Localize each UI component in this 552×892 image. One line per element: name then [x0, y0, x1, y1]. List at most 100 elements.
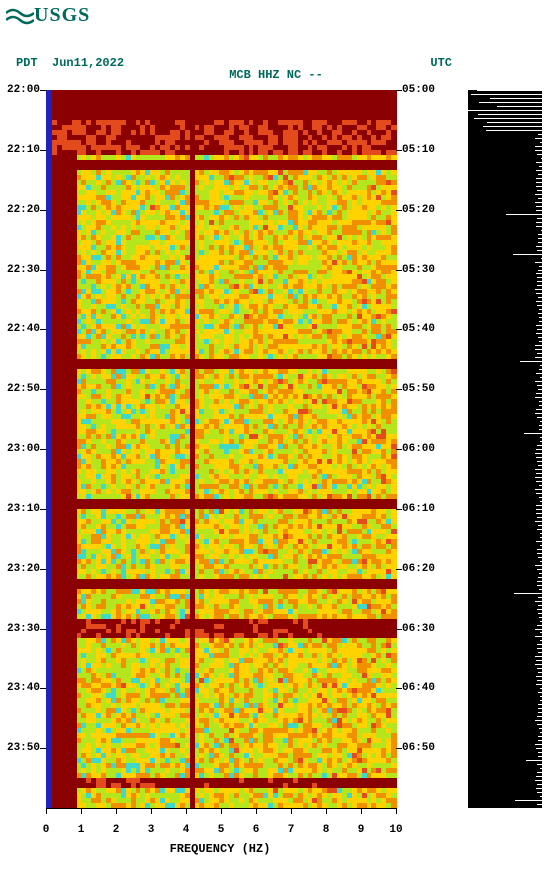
- amplitude-tick: [540, 365, 542, 366]
- amplitude-tick: [538, 752, 542, 753]
- amplitude-tick: [539, 309, 542, 310]
- amplitude-tick: [535, 565, 542, 566]
- amplitude-tick: [537, 517, 542, 518]
- amplitude-tick: [486, 130, 542, 131]
- amplitude-tick: [538, 134, 542, 135]
- amplitude-tick: [536, 178, 542, 179]
- amplitude-tick: [539, 405, 542, 406]
- amplitude-tick: [537, 285, 542, 286]
- x-tick: 3: [148, 820, 155, 836]
- amplitude-tick: [537, 529, 542, 530]
- amplitude-tick: [539, 497, 542, 498]
- amplitude-tick: [540, 732, 542, 733]
- amplitude-tick: [538, 174, 542, 175]
- amplitude-tick: [539, 429, 542, 430]
- amplitude-tick: [541, 230, 542, 231]
- amplitude-tick: [535, 521, 542, 522]
- amplitude-tick: [539, 617, 542, 618]
- header-right: UTC: [430, 56, 452, 70]
- amplitude-tick: [539, 341, 542, 342]
- amplitude-tick: [538, 525, 542, 526]
- amplitude-tick: [537, 724, 542, 725]
- amplitude-tick: [536, 776, 542, 777]
- amplitude-tick: [535, 146, 542, 147]
- amplitude-tick: [537, 585, 542, 586]
- amplitude-tick: [535, 477, 542, 478]
- left-tz: PDT: [16, 56, 38, 70]
- amplitude-tick: [536, 493, 542, 494]
- amplitude-tick: [536, 162, 542, 163]
- amplitude-tick: [535, 629, 542, 630]
- amplitude-tick: [537, 461, 542, 462]
- amplitude-tick: [538, 297, 542, 298]
- amplitude-tick: [537, 716, 542, 717]
- amplitude-tick: [471, 94, 542, 95]
- amplitude-tick: [536, 206, 542, 207]
- amplitude-tick: [537, 644, 542, 645]
- amplitude-tick: [539, 728, 542, 729]
- amplitude-tick: [538, 270, 542, 271]
- amplitude-tick: [536, 170, 542, 171]
- amplitude-tick: [538, 756, 542, 757]
- amplitude-tick: [540, 533, 542, 534]
- amplitude-tick: [468, 110, 542, 111]
- amplitude-tick: [537, 569, 542, 570]
- amplitude-tick: [536, 457, 542, 458]
- amplitude-tick: [538, 389, 542, 390]
- amplitude-tick: [538, 337, 542, 338]
- amplitude-tick: [537, 250, 542, 251]
- amplitude-tick: [535, 453, 542, 454]
- amplitude-tick: [536, 541, 542, 542]
- amplitude-tick: [535, 381, 542, 382]
- amplitude-tick: [537, 680, 542, 681]
- amplitude-tick: [538, 712, 542, 713]
- amplitude-tick: [526, 760, 542, 761]
- usgs-wave-icon: [6, 7, 34, 25]
- amplitude-tick: [540, 796, 542, 797]
- amplitude-tick: [479, 102, 542, 103]
- amplitude-tick: [474, 118, 542, 119]
- amplitude-tick: [535, 194, 542, 195]
- amplitude-tick: [535, 138, 542, 139]
- amplitude-tick: [540, 142, 542, 143]
- amplitude-tick: [536, 222, 542, 223]
- amplitude-tick: [540, 768, 542, 769]
- amplitude-tick: [535, 397, 542, 398]
- amplitude-tick: [540, 700, 542, 701]
- station-line: MCB HHZ NC --: [0, 68, 552, 82]
- amplitude-tick: [541, 258, 542, 259]
- amplitude-tick: [536, 513, 542, 514]
- amplitude-tick: [536, 393, 542, 394]
- amplitude-tick: [540, 441, 542, 442]
- amplitude-tick: [540, 545, 542, 546]
- amplitude-tick: [538, 740, 542, 741]
- amplitude-tick: [539, 266, 542, 267]
- amplitude-tick: [538, 605, 542, 606]
- amplitude-tick: [540, 696, 542, 697]
- amplitude-tick: [537, 277, 542, 278]
- amplitude-tick: [515, 800, 542, 801]
- amplitude-tick: [506, 214, 542, 215]
- amplitude-tick: [537, 281, 542, 282]
- amplitude-tick: [538, 597, 542, 598]
- amplitude-tick: [536, 748, 542, 749]
- amplitude-tick: [539, 425, 542, 426]
- amplitude-tick: [536, 301, 542, 302]
- amplitude-tick: [477, 90, 542, 91]
- amplitude-tick: [535, 202, 542, 203]
- x-tick: 4: [183, 820, 190, 836]
- amplitude-tick: [536, 333, 542, 334]
- amplitude-tick: [539, 589, 542, 590]
- usgs-logo-text: USGS: [34, 4, 90, 26]
- amplitude-tick: [537, 385, 542, 386]
- amplitude-tick: [535, 150, 542, 151]
- amplitude-tick: [537, 784, 542, 785]
- amplitude-panel: [468, 90, 542, 808]
- amplitude-tick: [513, 254, 542, 255]
- amplitude-tick: [538, 234, 542, 235]
- amplitude-tick: [537, 417, 542, 418]
- amplitude-tick: [539, 321, 542, 322]
- amplitude-tick: [536, 325, 542, 326]
- amplitude-tick: [538, 238, 542, 239]
- amplitude-tick: [541, 158, 543, 159]
